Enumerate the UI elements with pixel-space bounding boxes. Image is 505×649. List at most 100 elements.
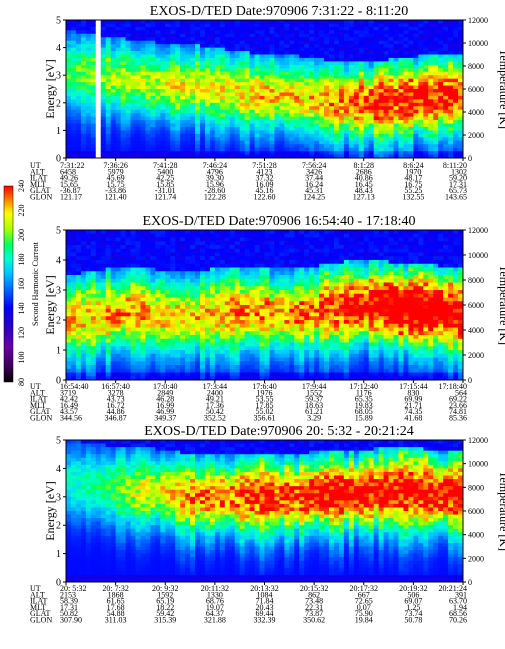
heatmap-cell — [204, 297, 211, 302]
heatmap-cell — [95, 320, 102, 325]
heatmap-cell — [185, 102, 191, 107]
heatmap-cell — [199, 293, 206, 298]
heatmap-cell — [398, 44, 404, 48]
heatmap-cell — [224, 71, 231, 76]
heatmap-cell — [358, 99, 365, 104]
heatmap-cell — [448, 106, 454, 111]
heatmap-cell — [209, 151, 216, 155]
heatmap-cell — [85, 116, 92, 121]
heatmap-cell — [165, 51, 171, 55]
heatmap-cell — [433, 30, 439, 35]
heatmap-cell — [358, 133, 365, 138]
heatmap-cell — [219, 267, 226, 272]
heatmap-cell — [195, 301, 201, 306]
heatmap-cell — [413, 137, 419, 142]
heatmap-cell — [120, 267, 126, 272]
heatmap-cell — [393, 78, 399, 83]
heatmap-cell — [170, 297, 176, 302]
heatmap-cell — [100, 85, 107, 90]
heatmap-cell — [229, 26, 236, 31]
heatmap-cell — [229, 256, 236, 261]
heatmap-cell — [219, 64, 226, 69]
heatmap-cell — [85, 297, 92, 302]
heatmap-cell — [80, 30, 87, 35]
heatmap-cell — [249, 241, 255, 246]
heatmap-cell — [254, 241, 260, 246]
heatmap-cell — [234, 92, 241, 97]
heatmap-cell — [433, 106, 439, 111]
heatmap-cell — [373, 40, 380, 45]
heatmap-cell — [398, 144, 404, 149]
heatmap-cell — [269, 293, 275, 298]
heatmap-cell — [120, 123, 126, 128]
heatmap-cell — [254, 372, 260, 377]
heatmap-cell — [115, 102, 121, 107]
heatmap-cell — [274, 147, 280, 152]
heatmap-cell — [214, 106, 221, 111]
heatmap-cell — [130, 61, 136, 66]
heatmap-cell — [150, 335, 156, 340]
heatmap-cell — [234, 109, 241, 114]
heatmap-cell — [304, 71, 310, 76]
heatmap-cell — [66, 316, 72, 321]
heatmap-cell — [70, 130, 77, 135]
heatmap-cell — [353, 51, 360, 55]
heatmap-cell — [214, 54, 221, 59]
heatmap-cell — [135, 113, 141, 117]
heatmap-cell — [239, 137, 246, 142]
heatmap-cell — [150, 123, 156, 128]
heatmap-cell — [224, 20, 231, 24]
heatmap-cell — [185, 237, 191, 242]
heatmap-cell — [398, 130, 404, 135]
orbit-table-cell: 45.69 — [107, 174, 125, 183]
heatmap-cell — [125, 71, 131, 76]
heatmap-cell — [269, 130, 275, 135]
heatmap-cell — [224, 85, 231, 90]
heatmap-cell — [145, 82, 151, 86]
heatmap-cell — [66, 245, 72, 250]
heatmap-cell — [100, 305, 107, 310]
heatmap-cell — [438, 57, 444, 62]
heatmap-cell — [145, 37, 151, 42]
heatmap-cell — [408, 44, 414, 48]
heatmap-cell — [363, 30, 370, 35]
heatmap-cell — [145, 40, 151, 45]
heatmap-cell — [368, 78, 375, 83]
heatmap-cell — [234, 263, 241, 268]
heatmap-cell — [234, 113, 241, 117]
heatmap-cell — [338, 68, 345, 73]
heatmap-cell — [279, 57, 285, 62]
heatmap-cell — [398, 30, 404, 35]
heatmap-cell — [378, 113, 384, 117]
heatmap-cell — [150, 308, 156, 313]
heatmap-cell — [75, 37, 82, 42]
heatmap-cell — [185, 357, 191, 362]
heatmap-cell — [338, 109, 345, 114]
heatmap-cell — [244, 331, 251, 336]
orbit-table-cell: 7:31:22 — [60, 161, 84, 170]
heatmap-cell — [443, 147, 449, 152]
heatmap-cell — [90, 290, 97, 295]
heatmap-cell — [314, 140, 320, 145]
heatmap-cell — [329, 68, 335, 73]
heatmap-cell — [150, 320, 156, 325]
heatmap-cell — [229, 293, 236, 298]
heatmap-cell — [234, 361, 241, 366]
heatmap-cell — [209, 120, 216, 124]
heatmap-cell — [249, 89, 255, 93]
heatmap-cell — [358, 106, 365, 111]
heatmap-cell — [155, 89, 161, 93]
heatmap-cell — [314, 89, 320, 93]
heatmap-cell — [190, 342, 196, 347]
heatmap-cell — [130, 51, 136, 55]
heatmap-cell — [190, 293, 196, 298]
heatmap-cell — [70, 71, 77, 76]
heatmap-cell — [368, 85, 375, 90]
heatmap-cell — [269, 282, 275, 287]
heatmap-cell — [413, 78, 419, 83]
heatmap-cell — [80, 241, 87, 246]
heatmap-cell — [319, 144, 325, 149]
heatmap-cell — [195, 130, 201, 135]
heatmap-cell — [408, 85, 414, 90]
heatmap-cell — [333, 92, 340, 97]
